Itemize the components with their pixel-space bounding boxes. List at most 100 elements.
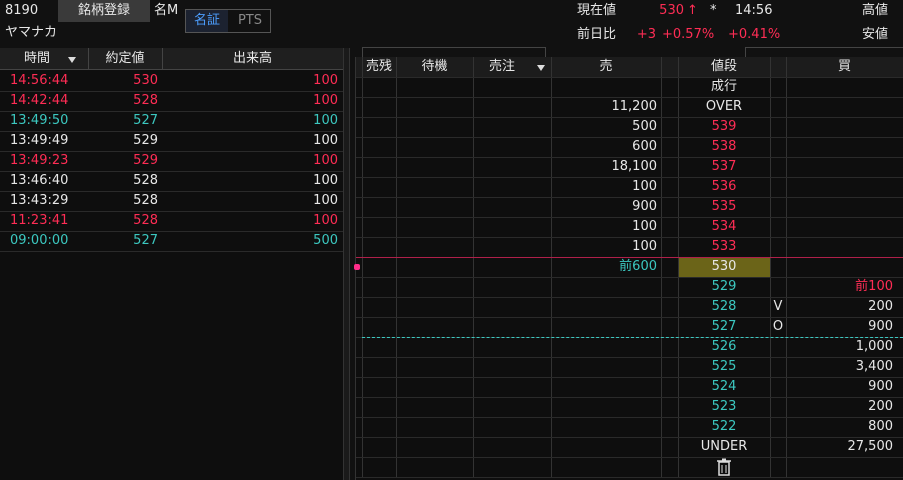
price: 522 — [711, 419, 737, 434]
sell-qty: 900 — [632, 199, 657, 214]
row-line — [356, 237, 903, 238]
buy-qty: 900 — [868, 379, 893, 394]
row-line — [356, 277, 903, 278]
row-line — [356, 297, 903, 298]
current-price-cell — [679, 258, 770, 277]
header-row — [0, 48, 343, 70]
trade-volume: 100 — [313, 133, 338, 148]
register-button-bg[interactable] — [58, 0, 150, 22]
trade-price: 529 — [133, 133, 158, 148]
row-line — [356, 417, 903, 418]
buy-qty: 前100 — [855, 279, 893, 294]
trade-price: 528 — [133, 173, 158, 188]
buy-qty: 27,500 — [847, 439, 894, 454]
trade-volume: 100 — [313, 213, 338, 228]
trade-volume: 100 — [313, 93, 338, 108]
row-line — [356, 317, 903, 318]
board-header — [356, 57, 903, 77]
price: 536 — [711, 179, 737, 194]
label: 高値 — [862, 3, 889, 18]
trade-price: 527 — [133, 233, 158, 248]
price: 538 — [711, 139, 737, 154]
sell-qty: 500 — [632, 119, 657, 134]
time: 14:56 — [735, 3, 773, 18]
trade-volume: 100 — [313, 193, 338, 208]
current-line — [356, 257, 903, 258]
column-header: 売残 — [365, 59, 392, 74]
sell-qty: 前600 — [619, 259, 657, 274]
market-tabs — [185, 9, 271, 33]
label: 前日比 — [577, 27, 617, 42]
column-header: 時間 — [23, 51, 50, 66]
trade-time: 14:56:44 — [10, 73, 69, 88]
row-line — [356, 437, 903, 438]
sell-qty: 100 — [632, 239, 657, 254]
trade-time: 13:46:40 — [10, 173, 69, 188]
row-line — [356, 357, 903, 358]
buy-qty: 200 — [868, 299, 893, 314]
board-panel — [355, 57, 903, 480]
row-line — [356, 117, 903, 118]
price: UNDER — [700, 439, 748, 454]
price: 525 — [711, 359, 737, 374]
trade-time: 13:49:23 — [10, 153, 69, 168]
current-marker — [354, 264, 360, 270]
tab-selected-bg — [186, 10, 228, 32]
row-line — [356, 77, 903, 78]
label: 現在値 — [577, 3, 617, 18]
column-header: 値段 — [710, 59, 737, 74]
sell-qty: 11,200 — [611, 99, 658, 114]
col-divider — [551, 57, 552, 477]
price: 成行 — [710, 79, 737, 94]
row-line — [356, 477, 903, 478]
trade-price: 529 — [133, 153, 158, 168]
trade-volume: 100 — [313, 173, 338, 188]
col-divider — [162, 48, 163, 70]
trade-price: 530 — [133, 73, 158, 88]
market-code: 名M — [154, 3, 179, 18]
row-line — [0, 191, 343, 192]
stock-name: ヤマナカ — [5, 25, 58, 40]
trade-price: 528 — [133, 213, 158, 228]
column-header: 買 — [837, 59, 851, 74]
tab[interactable]: 名証 — [193, 13, 220, 28]
other-pct: +0.41% — [728, 27, 781, 42]
column-header: 待機 — [421, 59, 448, 74]
trade-volume: 100 — [313, 153, 338, 168]
row-line — [0, 131, 343, 132]
sell-qty: 100 — [632, 219, 657, 234]
trade-price: 527 — [133, 113, 158, 128]
row-line — [0, 231, 343, 232]
divider-line — [362, 337, 903, 338]
row-line — [0, 111, 343, 112]
row-line — [0, 151, 343, 152]
trade-time: 13:49:49 — [10, 133, 69, 148]
row-line — [0, 171, 343, 172]
price: 530 — [711, 259, 737, 274]
sort-icon — [537, 65, 545, 71]
sell-qty: 18,100 — [611, 159, 658, 174]
price: 523 — [711, 399, 737, 414]
col-divider — [661, 57, 662, 477]
column-header: 売 — [599, 59, 613, 74]
row-line — [356, 177, 903, 178]
row-line — [356, 197, 903, 198]
bracket — [362, 47, 546, 57]
tab[interactable]: PTS — [237, 13, 263, 28]
buy-qty: 900 — [868, 319, 893, 334]
col-divider — [396, 57, 397, 477]
price: OVER — [705, 99, 743, 114]
price: 537 — [711, 159, 737, 174]
current-price: 530 — [659, 3, 684, 18]
register-button[interactable]: 銘柄登録 — [77, 3, 130, 18]
price: 527 — [711, 319, 737, 334]
trash-icon[interactable] — [716, 458, 732, 476]
trade-volume: 100 — [313, 113, 338, 128]
trade-price: 528 — [133, 93, 158, 108]
change-pct: +0.57% — [662, 27, 715, 42]
col-divider — [88, 48, 89, 70]
col-divider — [678, 57, 679, 477]
stock-code: 8190 — [5, 3, 39, 18]
trade-volume: 500 — [313, 233, 338, 248]
